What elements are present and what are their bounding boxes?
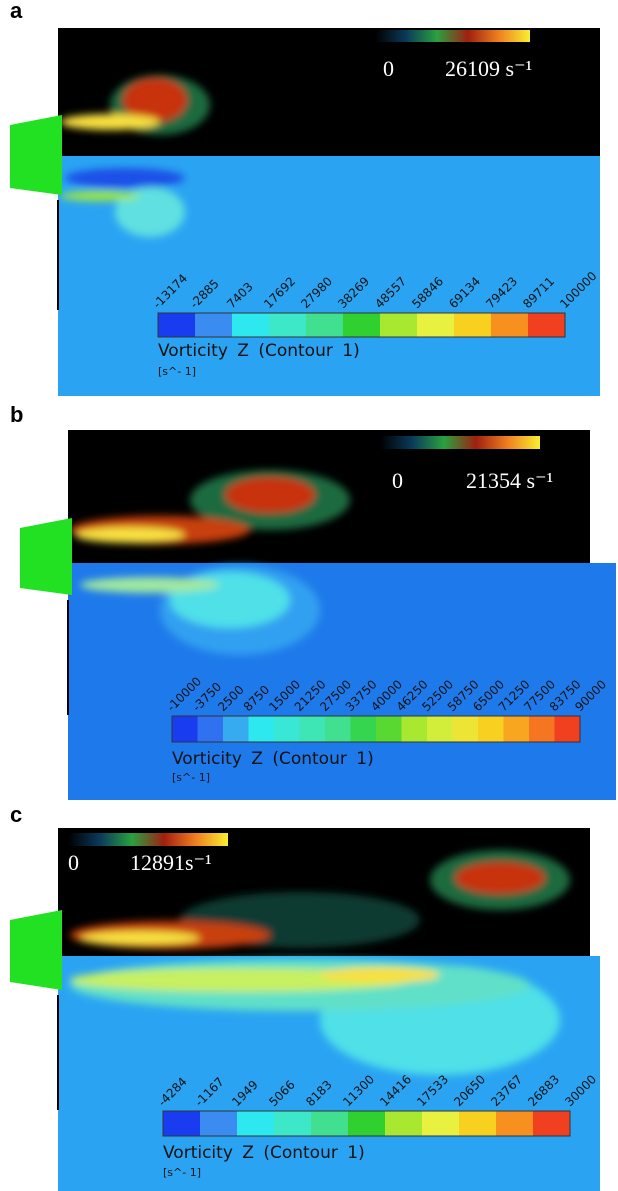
colorbar-cell: [306, 313, 344, 337]
panel-label: b: [10, 402, 23, 427]
scale-min: 0: [392, 468, 403, 493]
colorbar-cell: [385, 1111, 423, 1136]
colorbar-cell: [533, 1111, 571, 1136]
scale-bar: [380, 436, 540, 449]
colorbar-cell: [348, 1111, 386, 1136]
scale-max: 21354 s⁻¹: [466, 468, 553, 493]
colorbar-cell: [376, 716, 402, 742]
colorbar-cell: [496, 1111, 534, 1136]
colorbar-cell: [504, 716, 530, 742]
colorbar-cell: [453, 716, 479, 742]
colorbar-cell: [163, 1111, 201, 1136]
colorbar-cell: [237, 1111, 275, 1136]
colorbar-cell: [380, 313, 418, 337]
colorbar-cell: [274, 716, 300, 742]
colorbar-cell: [274, 1111, 312, 1136]
colorbar-cell: [427, 716, 453, 742]
colorbar-unit: [s^- 1]: [172, 771, 210, 784]
scale-bar: [375, 30, 530, 42]
colorbar-cell: [300, 716, 326, 742]
scale-min: 0: [383, 56, 394, 81]
colorbar-unit: [s^- 1]: [163, 1166, 201, 1179]
colorbar-cell: [491, 313, 529, 337]
scale-bar: [68, 833, 228, 846]
colorbar-cell: [269, 313, 307, 337]
colorbar-cell: [402, 716, 428, 742]
colorbar-unit: [s^- 1]: [158, 365, 196, 378]
colorbar-cell: [311, 1111, 349, 1136]
colorbar-cell: [351, 716, 377, 742]
colorbar-cell: [158, 313, 196, 337]
colorbar-cell: [528, 313, 566, 337]
colorbar-cell: [529, 716, 555, 742]
colorbar-cell: [325, 716, 351, 742]
scale-max: 12891s⁻¹: [130, 850, 212, 875]
scale-min: 0: [68, 850, 79, 875]
nozzle: [10, 115, 62, 195]
nozzle: [10, 910, 62, 990]
colorbar-cell: [198, 716, 224, 742]
scale-max: 26109 s⁻¹: [445, 56, 532, 81]
panel-label: a: [10, 0, 23, 23]
colorbar-cell: [454, 313, 492, 337]
colorbar-cell: [172, 716, 198, 742]
colorbar-cell: [223, 716, 249, 742]
colorbar-cell: [232, 313, 270, 337]
colorbar-title: Vorticity Z (Contour 1): [158, 341, 360, 361]
colorbar-cell: [555, 716, 581, 742]
colorbar-title: Vorticity Z (Contour 1): [172, 749, 374, 769]
colorbar-cell: [195, 313, 233, 337]
nozzle: [20, 518, 72, 595]
colorbar-cell: [459, 1111, 497, 1136]
figure: a026109 s⁻¹-13174-2885740317692279803826…: [0, 0, 618, 1191]
panel-label: c: [10, 802, 22, 827]
colorbar-cell: [343, 313, 381, 337]
colorbar-cell: [422, 1111, 460, 1136]
colorbar-cell: [200, 1111, 238, 1136]
panel-c: [10, 828, 600, 1191]
colorbar-title: Vorticity Z (Contour 1): [163, 1143, 365, 1163]
colorbar-cell: [478, 716, 504, 742]
colorbar-cell: [417, 313, 455, 337]
colorbar-cell: [249, 716, 275, 742]
